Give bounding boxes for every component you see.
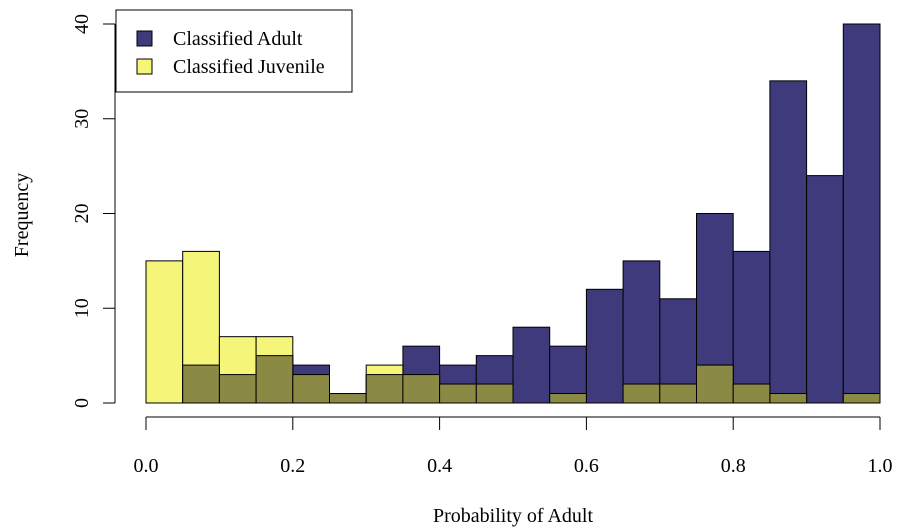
overlap-bar [475, 383, 514, 404]
y-tick-label: 20 [71, 204, 93, 224]
legend-swatch-adult [136, 30, 153, 47]
adult-bar [769, 80, 808, 404]
adult-bar [842, 23, 881, 404]
overlap-bar [549, 393, 587, 404]
x-tick-label: 0.6 [574, 455, 599, 477]
adult-bar [622, 260, 661, 404]
overlap-bar [732, 383, 771, 404]
overlap-bar [292, 374, 330, 404]
overlap-bars [182, 355, 881, 404]
overlap-bar [842, 393, 881, 404]
x-axis-label: Probability of Adult [433, 505, 593, 527]
y-tick-label: 10 [71, 298, 93, 318]
x-tick-label: 0.4 [427, 455, 452, 477]
legend-box [115, 9, 353, 93]
overlap-bar [329, 393, 367, 404]
overlap-bar [622, 383, 661, 404]
y-tick-label: 30 [71, 109, 93, 129]
x-axis: 0.0 0.2 0.4 0.6 0.8 1.0 [134, 416, 893, 477]
y-tick-label: 40 [71, 14, 93, 34]
x-tick-label: 0.0 [134, 455, 159, 477]
overlap-bar [402, 374, 441, 404]
overlap-bar [182, 364, 220, 404]
adult-bar [512, 326, 551, 404]
adult-bar [806, 175, 844, 404]
x-tick-label: 0.2 [280, 455, 305, 477]
overlap-bar [659, 383, 697, 404]
adult-bar [585, 288, 624, 404]
x-tick-label: 0.8 [721, 455, 746, 477]
overlap-bar [365, 374, 404, 404]
y-axis-label: Frequency [11, 173, 33, 257]
adult-bar [732, 250, 771, 404]
overlap-bar [769, 393, 808, 404]
x-tick-label: 1.0 [868, 455, 893, 477]
overlap-bar [255, 355, 294, 404]
y-axis: 0 10 20 30 40 [71, 14, 116, 408]
legend-swatch-juvenile [136, 58, 153, 75]
legend-label-adult: Classified Adult [173, 28, 303, 50]
overlap-bar [439, 383, 477, 404]
juvenile-bar [145, 260, 184, 404]
legend: Classified Adult Classified Juvenile [115, 9, 353, 93]
y-tick-label: 0 [71, 398, 93, 408]
overlap-bar [696, 364, 734, 404]
legend-label-juvenile: Classified Juvenile [173, 56, 325, 78]
overlap-bar [218, 374, 257, 404]
